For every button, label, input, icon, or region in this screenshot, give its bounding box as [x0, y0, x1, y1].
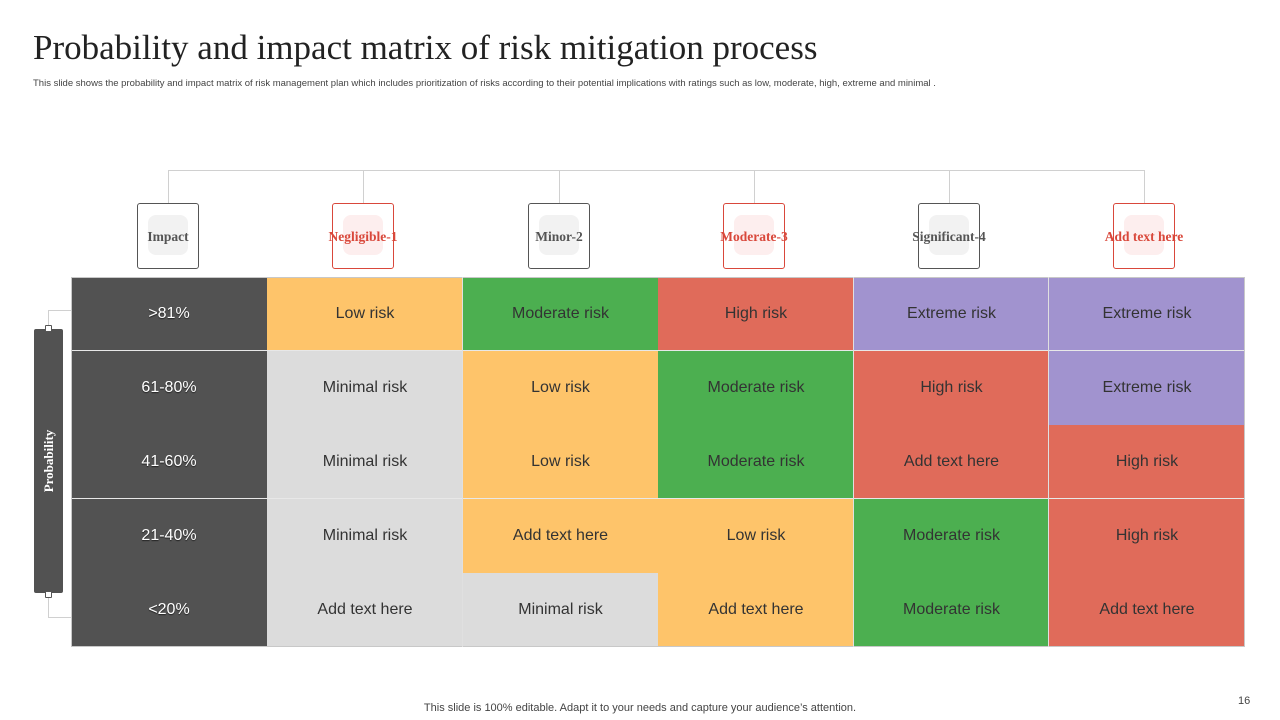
risk-cell: Moderate risk — [658, 351, 854, 425]
risk-cell: Add text here — [1049, 573, 1245, 647]
header-label-minor: Minor-2 — [535, 229, 583, 244]
header-label-moderate: Moderate-3 — [720, 229, 788, 244]
risk-cell: Extreme risk — [854, 277, 1049, 351]
probability-bar-handle-bottom — [45, 591, 52, 598]
row-label-21-40: 21-40% — [71, 499, 267, 573]
header-box-custom — [1113, 203, 1175, 269]
risk-cell: Add text here — [463, 499, 658, 573]
header-label-significant: Significant-4 — [912, 229, 986, 244]
risk-cell: Low risk — [658, 499, 854, 573]
risk-cell: Add text here — [267, 573, 463, 647]
probability-label: Probability — [41, 429, 56, 493]
risk-cell: Moderate risk — [463, 277, 658, 351]
probability-bar — [34, 329, 63, 593]
page-title: Probability and impact matrix of risk mi… — [33, 28, 818, 67]
footer-note: This slide is 100% editable. Adapt it to… — [423, 702, 857, 714]
header-label-custom: Add text here — [1104, 229, 1184, 244]
risk-cell: Extreme risk — [1049, 351, 1245, 425]
header-box-significant — [918, 203, 980, 269]
row-label-61-80: 61-80% — [71, 351, 267, 425]
header-box-negligible — [332, 203, 394, 269]
risk-cell: High risk — [1049, 425, 1245, 499]
header-label-impact: Impact — [147, 229, 189, 244]
risk-cell: Moderate risk — [658, 425, 854, 499]
risk-cell: High risk — [658, 277, 854, 351]
risk-cell: Low risk — [267, 277, 463, 351]
header-box-minor — [528, 203, 590, 269]
risk-cell: Minimal risk — [267, 499, 463, 573]
risk-cell: Low risk — [463, 351, 658, 425]
risk-cell: Add text here — [658, 573, 854, 647]
risk-cell: Minimal risk — [267, 425, 463, 499]
page-subtitle: This slide shows the probability and imp… — [33, 78, 936, 89]
header-box-moderate — [723, 203, 785, 269]
risk-cell: Moderate risk — [854, 573, 1049, 647]
row-label-41-60: 41-60% — [71, 425, 267, 499]
risk-cell: Moderate risk — [854, 499, 1049, 573]
risk-cell: Low risk — [463, 425, 658, 499]
header-box-impact — [137, 203, 199, 269]
risk-cell: Extreme risk — [1049, 277, 1245, 351]
risk-cell: High risk — [1049, 499, 1245, 573]
risk-cell: Minimal risk — [267, 351, 463, 425]
page-number: 16 — [1238, 695, 1251, 707]
probability-bar-handle-top — [45, 325, 52, 332]
row-label-81: >81% — [71, 277, 267, 351]
risk-cell: Add text here — [854, 425, 1049, 499]
header-label-negligible: Negligible-1 — [328, 229, 398, 244]
risk-cell: High risk — [854, 351, 1049, 425]
risk-cell: Minimal risk — [463, 573, 658, 647]
row-label-20: <20% — [71, 573, 267, 647]
